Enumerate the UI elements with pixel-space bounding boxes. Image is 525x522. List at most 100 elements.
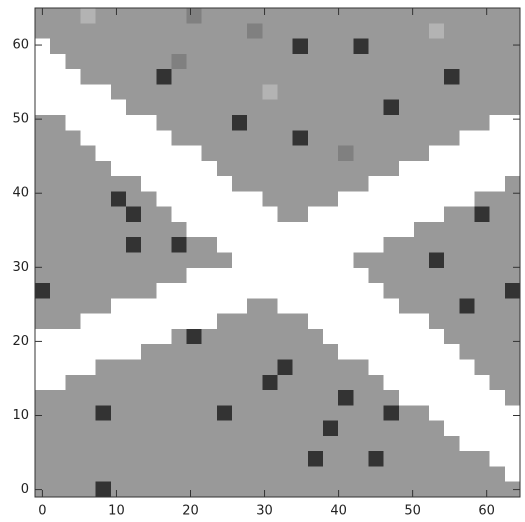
cell — [50, 114, 66, 131]
x-tick-label: 20 — [182, 504, 199, 519]
cell — [368, 53, 385, 70]
cell — [504, 374, 521, 391]
cell — [307, 466, 324, 483]
cell — [429, 405, 445, 422]
cell — [322, 451, 339, 467]
cell — [459, 435, 476, 452]
cell — [383, 53, 400, 70]
cell — [474, 252, 491, 269]
cell — [186, 252, 203, 269]
cell — [383, 298, 400, 315]
cell — [383, 390, 400, 406]
cell — [368, 84, 385, 101]
cell — [65, 420, 81, 437]
cell — [307, 221, 324, 238]
cell — [429, 252, 445, 269]
cell — [65, 313, 81, 330]
cell — [292, 420, 309, 437]
cell — [110, 328, 127, 345]
cell — [247, 390, 263, 406]
cell — [383, 145, 400, 162]
cell — [429, 8, 445, 24]
cell — [383, 252, 400, 269]
cell — [156, 38, 172, 55]
cell — [322, 328, 339, 345]
cell — [322, 283, 339, 299]
cell — [247, 191, 263, 208]
cell — [338, 283, 354, 299]
cell — [80, 374, 97, 391]
cell — [292, 435, 309, 452]
cell — [444, 114, 460, 131]
cell — [80, 344, 97, 360]
cell — [65, 145, 81, 162]
cell — [413, 344, 430, 360]
cell — [247, 466, 263, 483]
cell — [216, 53, 233, 70]
cell — [459, 114, 476, 131]
cell — [186, 435, 203, 452]
cell — [65, 237, 81, 253]
cell — [35, 130, 51, 147]
cell — [216, 405, 233, 422]
cell — [141, 466, 157, 483]
cell — [504, 206, 521, 223]
cell — [232, 206, 248, 223]
cell — [141, 481, 157, 498]
cell — [80, 390, 97, 406]
cell — [201, 252, 218, 269]
cell — [262, 191, 278, 208]
cell — [125, 405, 142, 422]
cell — [232, 53, 248, 70]
cell — [444, 99, 460, 116]
cell — [50, 374, 66, 391]
cell — [413, 466, 430, 483]
x-tick-label: 60 — [478, 504, 495, 519]
cell — [338, 237, 354, 253]
y-tick-label: 10 — [12, 408, 29, 423]
cell — [474, 237, 491, 253]
cell — [95, 206, 112, 223]
cell — [262, 359, 278, 376]
cell — [125, 160, 142, 177]
cell — [35, 206, 51, 223]
cell — [398, 283, 415, 299]
cell — [277, 23, 294, 40]
cell — [292, 481, 309, 498]
cell — [247, 451, 263, 467]
cell — [307, 53, 324, 70]
cell — [125, 451, 142, 467]
cell — [307, 130, 324, 147]
cell — [368, 435, 385, 452]
cell — [429, 481, 445, 498]
cell — [171, 481, 188, 498]
cell — [216, 8, 233, 24]
cell — [262, 23, 278, 40]
cell — [156, 283, 172, 299]
cell — [125, 191, 142, 208]
cell — [413, 405, 430, 422]
cell — [338, 466, 354, 483]
cell — [474, 160, 491, 177]
cell — [125, 359, 142, 376]
cell — [262, 405, 278, 422]
cell — [171, 69, 188, 85]
cell — [156, 435, 172, 452]
cell — [353, 38, 369, 55]
cell — [368, 405, 385, 422]
cell — [383, 344, 400, 360]
cell — [277, 451, 294, 467]
cell — [262, 160, 278, 177]
cell — [474, 145, 491, 162]
cell — [504, 298, 521, 315]
cell — [171, 466, 188, 483]
cell — [141, 145, 157, 162]
cell — [338, 252, 354, 269]
cell — [80, 176, 97, 192]
cell — [65, 160, 81, 177]
cell — [413, 252, 430, 269]
cell — [338, 84, 354, 101]
cell — [201, 160, 218, 177]
cell — [383, 8, 400, 24]
cell — [171, 221, 188, 238]
